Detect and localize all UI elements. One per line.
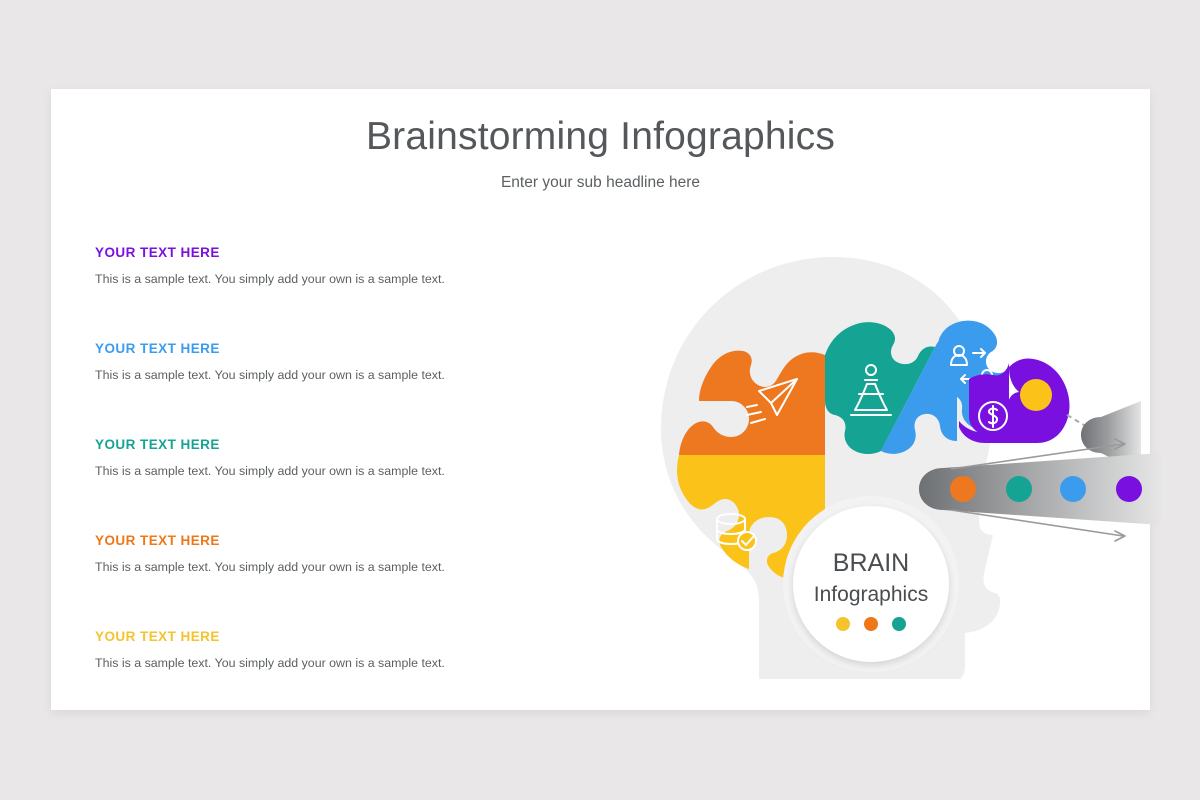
brain-infographic: BRAIN Infographics [581, 239, 1141, 679]
slide-card: Brainstorming Infographics Enter your su… [51, 89, 1161, 710]
database-check-icon [716, 513, 757, 551]
center-badge-subtitle: Infographics [814, 583, 928, 606]
piece-teal[interactable] [825, 322, 935, 454]
beam-dot-purple[interactable] [1116, 476, 1142, 502]
text-block-heading: YOUR TEXT HERE [95, 533, 220, 548]
beam-layer [911, 424, 1171, 544]
beam-group [1081, 401, 1141, 473]
text-block-body: This is a sample text. You simply add yo… [95, 560, 445, 574]
text-block-4: YOUR TEXT HERE This is a sample text. Yo… [95, 533, 495, 629]
connector-line [1066, 414, 1102, 436]
text-block-body: This is a sample text. You simply add yo… [95, 368, 445, 382]
center-badge[interactable]: BRAIN Infographics [783, 496, 959, 672]
text-block-2: YOUR TEXT HERE This is a sample text. Yo… [95, 341, 495, 437]
text-block-body: This is a sample text. You simply add yo… [95, 464, 445, 478]
chess-pawn-icon [850, 364, 892, 416]
slide-header: Brainstorming Infographics Enter your su… [51, 112, 1150, 193]
beam-dot-blue[interactable] [1060, 476, 1086, 502]
text-block-3: YOUR TEXT HERE This is a sample text. Yo… [95, 437, 495, 533]
badge-dot-yellow [836, 617, 850, 631]
piece-orange[interactable] [679, 350, 825, 455]
dollar-coin-icon [978, 401, 1008, 431]
text-block-body: This is a sample text. You simply add yo… [95, 656, 445, 670]
piece-purple[interactable] [959, 358, 1070, 443]
text-block-heading: YOUR TEXT HERE [95, 341, 220, 356]
page-subtitle: Enter your sub headline here [500, 174, 701, 191]
beam-dot-orange[interactable] [950, 476, 976, 502]
badge-dot-orange [864, 617, 878, 631]
beam-arrow-up [950, 438, 1126, 470]
text-block-heading: YOUR TEXT HERE [95, 437, 220, 452]
beam-arrow-down [950, 509, 1126, 542]
center-badge-title: BRAIN [833, 549, 909, 577]
text-block-heading: YOUR TEXT HERE [95, 629, 220, 644]
text-block-heading: YOUR TEXT HERE [95, 245, 220, 260]
text-block-5: YOUR TEXT HERE This is a sample text. Yo… [95, 629, 495, 725]
beam-ribbon [919, 453, 1161, 525]
beam-dot-teal[interactable] [1006, 476, 1032, 502]
text-blocks-column: YOUR TEXT HERE This is a sample text. Yo… [95, 245, 495, 725]
badge-dot-teal [892, 617, 906, 631]
brain-puzzle [677, 320, 1070, 579]
page-title: Brainstorming Infographics [365, 115, 836, 158]
purple-node-dot [1020, 379, 1052, 411]
piece-yellow[interactable] [677, 455, 825, 579]
text-block-1: YOUR TEXT HERE This is a sample text. Yo… [95, 245, 495, 341]
text-block-body: This is a sample text. You simply add yo… [95, 272, 445, 286]
paper-plane-icon [746, 378, 798, 424]
